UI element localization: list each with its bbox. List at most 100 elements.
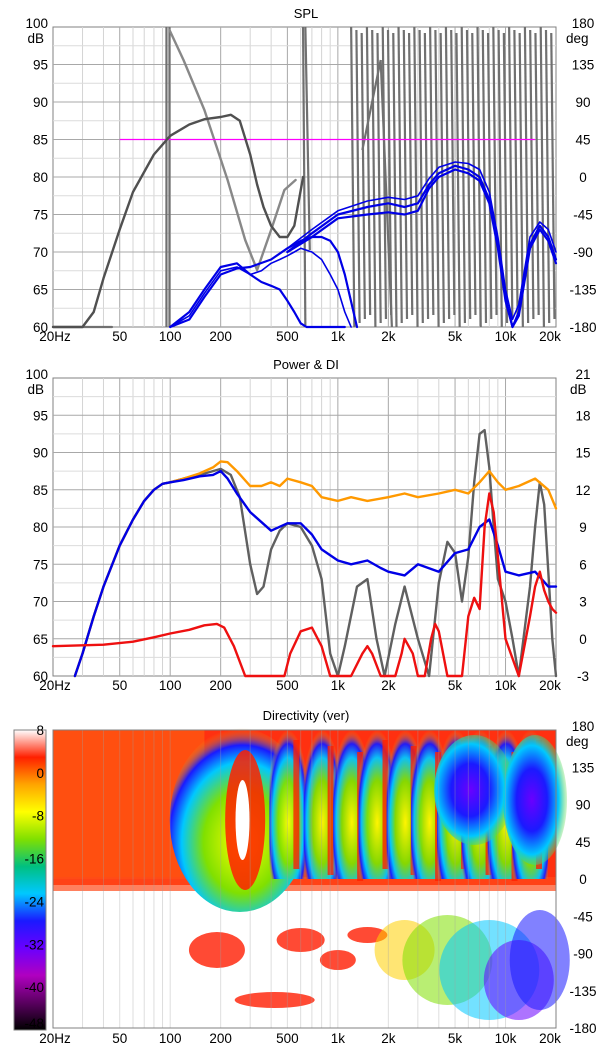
- y2-tick-label: -90: [573, 245, 593, 260]
- y-tick-label: 90: [575, 798, 590, 813]
- x-tick-label: 10k: [495, 1031, 517, 1046]
- x-tick-label: 5k: [448, 329, 463, 344]
- heatmap-cell: [188, 932, 245, 968]
- x-tick-label: 20Hz: [39, 329, 71, 344]
- phase-wrap-line: [550, 32, 556, 320]
- y2-tick-label: -3: [577, 669, 589, 684]
- phase-wrap-line: [423, 32, 430, 320]
- phase-wrap-line: [386, 29, 393, 316]
- driver-response-curve: [286, 168, 558, 329]
- power-title: Power & DI: [273, 357, 339, 372]
- x-tick-label: 20k: [539, 678, 561, 693]
- power-di-chart: Power & DI dB dB 60 65 70 75 80 85 90 95 100 -3 0…: [25, 357, 590, 693]
- phase-wrap-line: [481, 29, 488, 324]
- phase-wrap-line: [361, 59, 382, 151]
- x-tick-label: 20Hz: [39, 1031, 71, 1046]
- y-tick-label: 135: [572, 760, 595, 775]
- colorbar-tick-label: -48: [24, 1016, 44, 1031]
- y2-tick-label: -45: [573, 208, 593, 223]
- phase-wrap-line: [379, 59, 393, 328]
- x-tick-label: 50: [112, 1031, 127, 1046]
- power-series: [51, 428, 558, 678]
- phase-wrap-line: [418, 29, 424, 324]
- phase-wrap-line: [523, 26, 530, 324]
- phase-wrap-line: [439, 32, 445, 324]
- directivity-x-ticks: 20Hz 50 100 200 500 1k 2k 5k 10k 20k: [39, 1031, 561, 1046]
- y-tick-label: 95: [33, 408, 48, 423]
- y2-tick-label: 21: [575, 367, 590, 382]
- power-y2-unit: dB: [570, 382, 587, 397]
- heatmap-cell: [509, 910, 570, 1010]
- x-tick-label: 100: [159, 329, 182, 344]
- x-tick-label: 50: [112, 678, 127, 693]
- phase-wrap-line: [513, 29, 519, 316]
- x-tick-label: 10k: [495, 678, 517, 693]
- heatmap-cell: [382, 740, 389, 869]
- heatmap-cell: [276, 928, 325, 952]
- y-tick-label: 65: [33, 283, 48, 298]
- phase-wrap-line: [508, 26, 514, 320]
- heatmap-cell: [53, 877, 556, 891]
- phase-wrap-line: [350, 26, 356, 328]
- heatmap-cell: [293, 740, 300, 869]
- y-tick-label: -180: [569, 1021, 596, 1036]
- y-tick-label: 90: [33, 95, 48, 110]
- y-tick-label: 75: [33, 208, 48, 223]
- y2-tick-label: 18: [575, 408, 590, 423]
- colorbar-tick-label: -32: [24, 937, 44, 952]
- y-tick-label: 70: [33, 595, 48, 610]
- y2-tick-label: 6: [579, 557, 587, 572]
- phase-wrap-line: [360, 32, 366, 320]
- x-tick-label: 1k: [331, 678, 346, 693]
- phase-wrap-line: [544, 29, 551, 324]
- colorbar: [13, 729, 47, 1031]
- x-tick-label: 200: [209, 329, 232, 344]
- directivity-heatmap: [53, 728, 570, 1028]
- x-tick-label: 2k: [381, 678, 396, 693]
- x-tick-label: 20k: [539, 329, 561, 344]
- phase-wrap-line: [371, 29, 377, 328]
- colorbar-tick-label: 0: [36, 766, 44, 781]
- heatmap-cell: [319, 950, 356, 970]
- spl-y-unit: dB: [27, 31, 44, 46]
- y2-tick-label: 3: [579, 595, 587, 610]
- y-tick-label: 0: [579, 872, 587, 887]
- directivity-title: Directivity (ver): [263, 708, 350, 723]
- phase-wrap-line: [539, 26, 546, 328]
- y2-tick-label: -135: [569, 283, 596, 298]
- colorbar-tick-label: 8: [36, 723, 44, 738]
- y-tick-label: 80: [33, 170, 48, 185]
- driver-response-curve: [169, 247, 352, 328]
- y-tick-label: 60: [33, 669, 48, 684]
- phase-wrap-line: [407, 32, 414, 316]
- phase-wrap-line: [455, 32, 461, 328]
- heatmap-cell: [327, 746, 334, 875]
- x-tick-label: 1k: [331, 1031, 346, 1046]
- phase-wrap-line: [534, 32, 540, 316]
- y-tick-label: -45: [573, 909, 593, 924]
- excess-di-curve: [51, 492, 558, 678]
- phase-wrap-line: [492, 26, 498, 316]
- phase-wrap-line: [429, 26, 435, 316]
- phase-wrap-line: [529, 29, 535, 320]
- phase-wrap-line: [413, 26, 419, 328]
- colorbar-ticks: -48 -40 -32 -24 -16 -8 0 8: [24, 723, 44, 1031]
- x-tick-label: 5k: [448, 678, 463, 693]
- heatmap-cell: [503, 735, 568, 865]
- y2-tick-label: 12: [575, 483, 590, 498]
- phase-wrap-line: [304, 26, 311, 251]
- x-tick-label: 1k: [331, 329, 346, 344]
- x-tick-label: 2k: [381, 1031, 396, 1046]
- spl-x-ticks: 20Hz 50 100 200 500 1k 2k 5k 10k 20k: [39, 329, 561, 344]
- y-tick-label: -90: [573, 947, 593, 962]
- spl-y2-unit: deg: [566, 31, 589, 46]
- spl-y-ticks: 60 65 70 75 80 85 90 95 100: [25, 16, 48, 335]
- x-tick-label: 500: [276, 1031, 299, 1046]
- x-tick-label: 20k: [539, 1031, 561, 1046]
- colorbar-tick-label: -40: [24, 980, 44, 995]
- phase-wrap-line: [486, 32, 493, 320]
- y2-tick-label: 15: [575, 446, 590, 461]
- x-tick-label: 100: [159, 678, 182, 693]
- x-tick-label: 20Hz: [39, 678, 71, 693]
